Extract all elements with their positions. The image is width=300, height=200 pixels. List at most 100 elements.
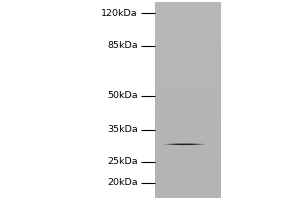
Bar	[154, 70, 220, 71]
Bar	[154, 116, 220, 117]
Bar	[154, 61, 220, 62]
Bar	[154, 69, 220, 70]
Bar	[154, 56, 220, 57]
Bar	[154, 152, 220, 154]
Bar	[154, 80, 220, 82]
Bar	[154, 22, 220, 23]
Bar	[154, 67, 220, 69]
Ellipse shape	[163, 143, 206, 145]
Bar	[154, 184, 220, 185]
Bar	[154, 157, 220, 159]
Bar	[154, 28, 220, 29]
Bar	[154, 19, 220, 20]
Bar	[154, 50, 220, 52]
Bar	[154, 131, 220, 133]
Bar	[154, 121, 220, 122]
Bar	[154, 65, 220, 66]
Bar	[154, 35, 220, 36]
Bar	[154, 59, 220, 61]
Bar	[154, 20, 220, 22]
Bar	[154, 141, 220, 142]
Bar	[154, 84, 220, 86]
Bar	[154, 130, 220, 131]
Bar	[154, 100, 220, 101]
Bar	[154, 133, 220, 134]
Bar	[154, 101, 220, 103]
Bar	[154, 37, 220, 39]
Bar	[154, 53, 220, 54]
Bar	[154, 135, 220, 137]
Bar	[154, 113, 220, 114]
Bar	[154, 138, 220, 139]
Bar	[154, 172, 220, 173]
Bar	[154, 58, 220, 59]
Bar	[154, 15, 220, 16]
Bar	[154, 11, 220, 12]
Bar	[154, 161, 220, 163]
Bar	[154, 93, 220, 95]
Bar	[154, 33, 220, 35]
Bar	[154, 137, 220, 138]
Bar	[154, 110, 220, 112]
Text: 85kDa: 85kDa	[107, 41, 138, 50]
Bar	[154, 118, 220, 120]
Bar	[154, 40, 220, 41]
Bar	[154, 194, 220, 195]
Bar	[154, 26, 220, 27]
Bar	[154, 76, 220, 78]
Bar	[154, 171, 220, 172]
Bar	[154, 150, 220, 151]
Bar	[154, 49, 220, 50]
Ellipse shape	[165, 143, 204, 145]
Bar	[154, 176, 220, 177]
Bar	[154, 6, 220, 7]
Bar	[154, 105, 220, 107]
Bar	[154, 168, 220, 169]
Bar	[154, 31, 220, 32]
Bar	[154, 107, 220, 108]
Bar	[154, 174, 220, 176]
Bar	[154, 63, 220, 65]
Bar	[154, 125, 220, 126]
Bar	[154, 78, 220, 79]
Text: 35kDa: 35kDa	[107, 125, 138, 134]
Bar	[154, 189, 220, 190]
Bar	[154, 117, 220, 118]
Bar	[154, 36, 220, 37]
Bar	[154, 120, 220, 121]
Bar	[154, 91, 220, 92]
Bar	[154, 57, 220, 58]
Bar	[154, 108, 220, 109]
Bar	[154, 75, 220, 76]
Bar	[154, 146, 220, 147]
Bar	[154, 109, 220, 110]
Bar	[154, 190, 220, 191]
Text: 50kDa: 50kDa	[107, 91, 138, 100]
Bar	[154, 79, 220, 80]
Bar	[154, 126, 220, 127]
Bar	[154, 23, 220, 24]
Bar	[154, 160, 220, 161]
Bar	[154, 43, 220, 44]
Bar	[154, 155, 220, 156]
Bar	[154, 29, 220, 31]
Bar	[154, 2, 220, 3]
Bar	[154, 156, 220, 157]
Bar	[154, 178, 220, 180]
Bar	[154, 191, 220, 193]
Bar	[154, 24, 220, 26]
Bar	[154, 167, 220, 168]
Bar	[154, 45, 220, 46]
Bar	[154, 62, 220, 63]
Bar	[154, 159, 220, 160]
Bar	[154, 9, 220, 10]
Bar	[154, 144, 220, 146]
Bar	[154, 52, 220, 53]
Bar	[154, 186, 220, 188]
Bar	[154, 103, 220, 104]
Bar	[154, 44, 220, 45]
Bar	[154, 88, 220, 90]
Bar	[154, 185, 220, 186]
Bar	[154, 182, 220, 184]
Bar	[154, 180, 220, 181]
